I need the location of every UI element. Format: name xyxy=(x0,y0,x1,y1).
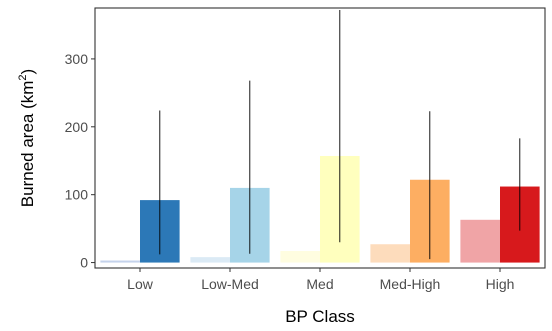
x-tick-label: High xyxy=(486,276,515,292)
bar-med-high-s1 xyxy=(370,244,410,263)
y-tick-label: 200 xyxy=(65,119,89,135)
x-tick-label: Low xyxy=(127,276,154,292)
x-axis-title: BP Class xyxy=(285,307,355,326)
y-tick-label: 100 xyxy=(65,187,89,203)
bar-low-med-s1 xyxy=(190,257,230,263)
y-tick-label: 300 xyxy=(65,51,89,67)
bars xyxy=(100,155,540,263)
y-tick-label: 0 xyxy=(80,255,88,271)
x-tick-label: Med-High xyxy=(380,276,441,292)
bar-med-s1 xyxy=(280,251,320,263)
x-tick-label: Med xyxy=(306,276,333,292)
bar-high-s1 xyxy=(460,219,500,263)
y-axis-ticks: 0 100 200 300 xyxy=(65,51,95,271)
y-axis-title: Burned area (km2) xyxy=(17,69,37,207)
x-tick-label: Low-Med xyxy=(201,276,259,292)
x-axis-ticks: Low Low-Med Med Med-High High xyxy=(127,268,514,292)
error-bars xyxy=(159,10,521,260)
bar-low-s1 xyxy=(100,260,140,263)
